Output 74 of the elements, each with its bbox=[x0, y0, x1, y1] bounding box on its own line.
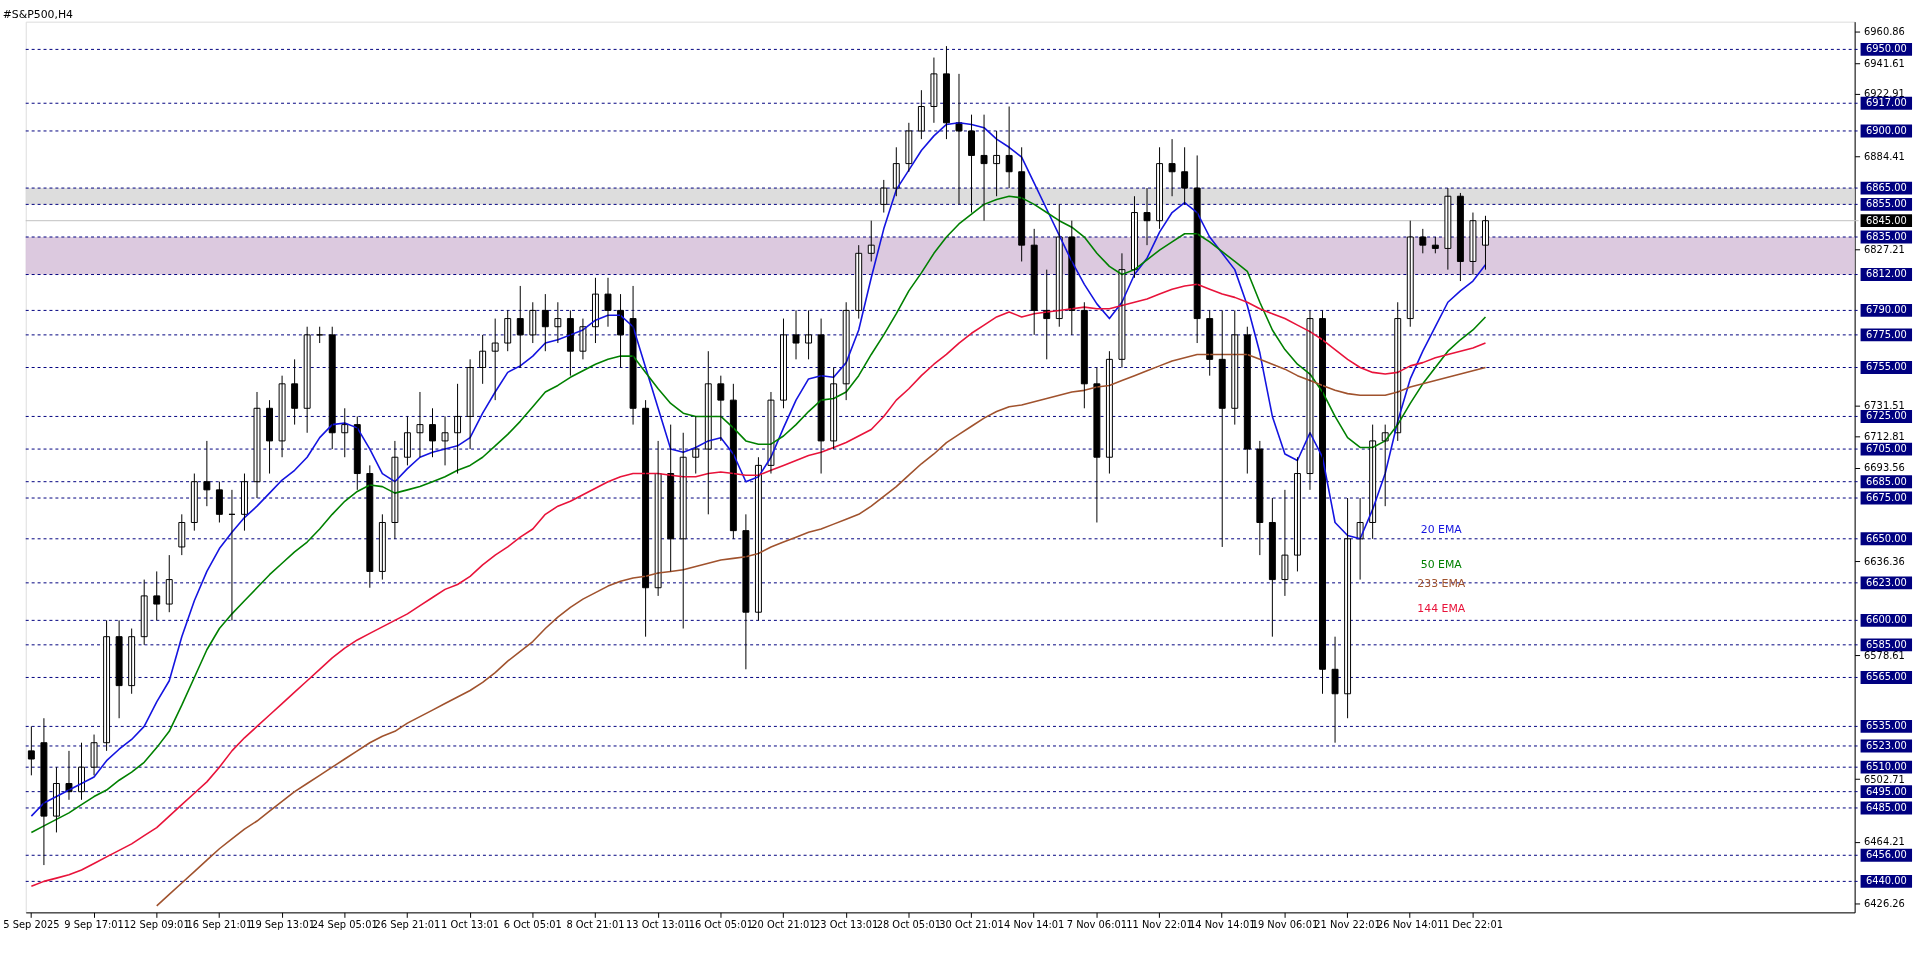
text: 20 EMA bbox=[1420, 523, 1463, 537]
x-tick-label: 6 Oct 05:01 bbox=[503, 918, 562, 930]
ref-line-label: 6456.00 bbox=[1865, 849, 1907, 861]
y-tick-label: 6731.51 bbox=[1864, 400, 1905, 412]
x-tick-label: 20 Oct 21:01 bbox=[751, 918, 816, 930]
ref-line-label: 6950.00 bbox=[1865, 43, 1907, 55]
ref-line-label: 6845.00 bbox=[1865, 214, 1907, 226]
x-tick-label: 8 Oct 21:01 bbox=[566, 918, 625, 930]
line-series bbox=[155, 353, 1487, 907]
ref-line-label: 6755.00 bbox=[1865, 361, 1907, 373]
ref-line-label: 6600.00 bbox=[1865, 614, 1907, 626]
y-tick-label: 6636.36 bbox=[1864, 555, 1905, 567]
x-tick-label: 1 Dec 22:01 bbox=[1442, 918, 1504, 930]
ref-line-label: 6523.00 bbox=[1865, 739, 1907, 751]
ref-line-label: 6650.00 bbox=[1865, 532, 1907, 544]
ref-line-label: 6485.00 bbox=[1865, 801, 1907, 813]
ref-line-label: 6440.00 bbox=[1865, 875, 1907, 887]
ref-line-label: 6705.00 bbox=[1865, 443, 1907, 455]
y-tick-label: 6693.56 bbox=[1864, 462, 1905, 474]
text: 144 EMA bbox=[1417, 601, 1466, 615]
candlestick bbox=[491, 318, 499, 401]
ref-line-label: 6565.00 bbox=[1865, 671, 1907, 683]
y-tick-label: 6884.41 bbox=[1864, 150, 1905, 162]
ref-line-label: 6585.00 bbox=[1865, 638, 1907, 650]
ref-line-label: 6685.00 bbox=[1865, 475, 1907, 487]
chart-title: #S&P500,H4 bbox=[2, 7, 74, 21]
line-series bbox=[30, 283, 1487, 888]
x-tick-label: 30 Oct 21:01 bbox=[939, 918, 1004, 930]
ref-line-label: 6495.00 bbox=[1865, 785, 1907, 797]
ref-line-label: 6775.00 bbox=[1865, 328, 1907, 340]
candlestick bbox=[717, 375, 725, 442]
ref-line-label: 6725.00 bbox=[1865, 410, 1907, 422]
x-tick-label: 5 Sep 2025 bbox=[3, 918, 60, 930]
candlestick bbox=[441, 415, 449, 466]
candlestick bbox=[516, 285, 524, 369]
ref-line-label: 6917.00 bbox=[1865, 97, 1907, 109]
y-tick-label: 6922.91 bbox=[1864, 88, 1905, 100]
y-tick-label: 6827.21 bbox=[1864, 244, 1905, 256]
x-tick-label: 23 Oct 13:01 bbox=[813, 918, 879, 930]
ref-line-label: 6900.00 bbox=[1865, 124, 1907, 136]
candlestick bbox=[1181, 146, 1189, 205]
ref-line-label: 6812.00 bbox=[1865, 268, 1907, 280]
x-tick-label: 1 Oct 13:01 bbox=[441, 918, 500, 930]
candlestick bbox=[27, 725, 35, 776]
y-tick-label: 6712.81 bbox=[1864, 430, 1905, 442]
ref-line-label: 6623.00 bbox=[1865, 576, 1907, 588]
x-tick-label: 7 Nov 06:01 bbox=[1066, 918, 1128, 930]
ref-line-label: 6675.00 bbox=[1865, 491, 1907, 503]
ref-line-label: 6510.00 bbox=[1865, 761, 1907, 773]
candlestick bbox=[1419, 228, 1427, 254]
candlestick bbox=[429, 407, 436, 458]
ref-line-label: 6790.00 bbox=[1865, 304, 1907, 316]
candlestick bbox=[153, 570, 161, 621]
candlestick bbox=[692, 415, 700, 475]
x-tick-label: 9 Sep 17:01 bbox=[64, 918, 124, 930]
y-tick-label: 6502.71 bbox=[1864, 773, 1905, 785]
ref-line-label: 6855.00 bbox=[1865, 198, 1907, 210]
ref-line-label: 6835.00 bbox=[1865, 230, 1907, 242]
y-tick-label: 6960.86 bbox=[1864, 26, 1905, 38]
y-tick-label: 6578.61 bbox=[1864, 649, 1905, 661]
ref-line-label: 6535.00 bbox=[1865, 720, 1907, 732]
y-tick-label: 6464.21 bbox=[1864, 836, 1905, 848]
ref-line-label: 6865.00 bbox=[1865, 182, 1907, 194]
x-tick-label: 26 Sep 21:01 bbox=[374, 918, 441, 930]
x-tick-label: 13 Oct 13:01 bbox=[625, 918, 691, 930]
candlestick bbox=[604, 277, 612, 328]
y-tick-label: 6941.61 bbox=[1864, 57, 1905, 69]
candlestick bbox=[805, 309, 813, 360]
candlestick bbox=[792, 309, 800, 360]
text: 50 EMA bbox=[1420, 558, 1463, 572]
text: 233 EMA bbox=[1417, 576, 1466, 590]
x-tick-label: 4 Nov 14:01 bbox=[1004, 918, 1065, 930]
y-tick-label: 6426.26 bbox=[1864, 898, 1905, 910]
candlestick bbox=[880, 179, 888, 214]
